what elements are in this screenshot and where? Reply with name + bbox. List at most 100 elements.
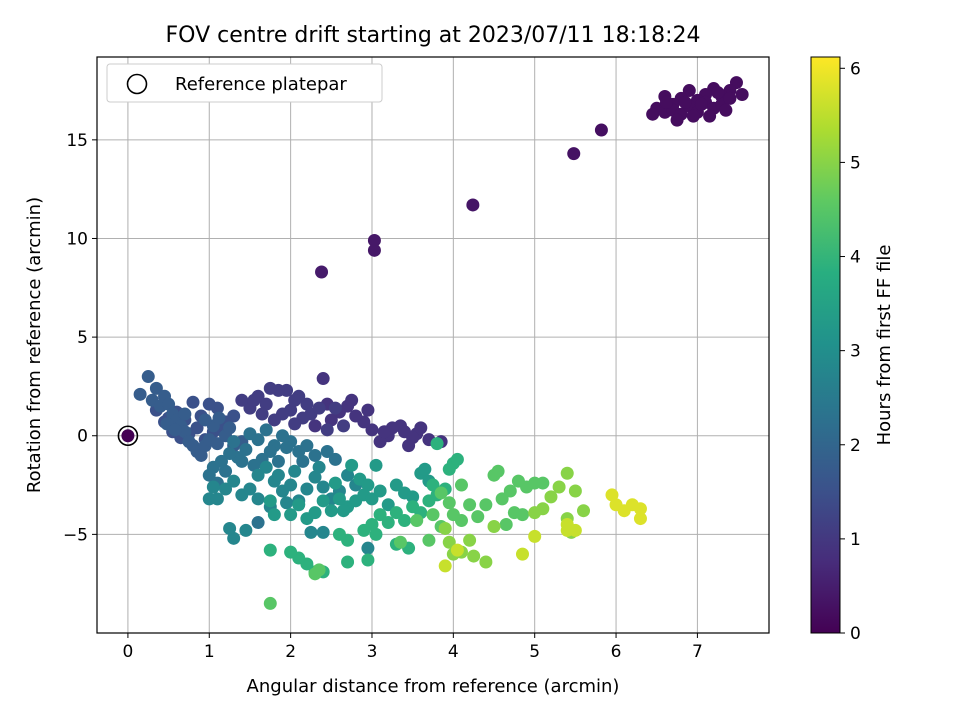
- legend-marker-icon: [126, 73, 148, 95]
- x-tick-label: 7: [692, 642, 703, 662]
- data-point: [308, 419, 322, 433]
- data-point: [406, 490, 420, 504]
- data-point: [479, 555, 493, 569]
- legend-box: [106, 63, 383, 103]
- data-point: [263, 381, 277, 395]
- data-point: [304, 525, 318, 539]
- data-point: [255, 407, 269, 421]
- data-point: [373, 435, 387, 449]
- data-point: [243, 482, 257, 496]
- data-point: [324, 504, 338, 518]
- colorbar-tick-label: 1: [850, 530, 861, 550]
- data-point: [292, 498, 306, 512]
- colorbar-tick-label: 5: [850, 153, 861, 173]
- x-axis-label: Angular distance from reference (arcmin): [247, 676, 620, 697]
- data-point: [219, 464, 233, 478]
- data-point: [308, 470, 322, 484]
- data-point: [300, 482, 314, 496]
- data-point: [271, 468, 285, 482]
- data-point: [345, 458, 359, 472]
- data-point: [491, 464, 505, 478]
- data-point: [198, 413, 212, 427]
- data-point: [328, 401, 342, 415]
- grid: [97, 57, 769, 633]
- data-point: [251, 433, 265, 447]
- legend-entry: Reference platepar: [175, 74, 347, 95]
- data-point: [605, 488, 619, 502]
- data-point: [434, 486, 448, 500]
- data-point: [259, 397, 273, 411]
- data-point: [426, 508, 440, 522]
- y-axis-ticks: −5 0 5 10 15: [63, 131, 97, 545]
- data-point: [438, 559, 452, 573]
- data-point: [686, 109, 700, 123]
- data-point: [515, 547, 529, 561]
- data-point: [194, 448, 208, 462]
- plot-background: [97, 57, 769, 633]
- data-point: [332, 527, 346, 541]
- data-point: [703, 109, 717, 123]
- data-point: [308, 448, 322, 462]
- data-point: [141, 370, 155, 384]
- data-point: [315, 265, 329, 279]
- data-point: [361, 541, 375, 555]
- data-point: [682, 84, 696, 98]
- data-point: [251, 516, 265, 530]
- data-point: [280, 441, 294, 455]
- data-point: [560, 466, 574, 480]
- colorbar-label: Hours from first FF file: [874, 245, 895, 446]
- data-point: [320, 423, 334, 437]
- y-axis-label: Rotation from reference (arcmin): [24, 197, 45, 493]
- data-point: [454, 514, 468, 528]
- data-point: [467, 549, 481, 563]
- data-point: [263, 543, 277, 557]
- data-point: [284, 508, 298, 522]
- data-point: [633, 502, 647, 516]
- data-point: [393, 535, 407, 549]
- x-tick-label: 0: [123, 642, 134, 662]
- data-point: [594, 123, 608, 137]
- data-point: [206, 480, 220, 494]
- data-point: [210, 492, 224, 506]
- data-point: [296, 454, 310, 468]
- data-point: [162, 397, 176, 411]
- data-point: [337, 504, 351, 518]
- legend: Reference platepar: [106, 63, 383, 103]
- colorbar-tick-label: 0: [850, 624, 861, 644]
- y-tick-label: 10: [66, 229, 88, 249]
- data-point: [552, 480, 566, 494]
- data-point: [369, 458, 383, 472]
- data-point: [466, 198, 480, 212]
- colorbar-tick-label: 2: [850, 436, 861, 456]
- data-point: [263, 494, 277, 508]
- data-point: [186, 395, 200, 409]
- data-point: [381, 498, 395, 512]
- x-tick-label: 3: [367, 642, 378, 662]
- data-point: [133, 387, 147, 401]
- data-point: [223, 446, 237, 460]
- data-point: [202, 397, 216, 411]
- data-point: [263, 445, 277, 459]
- y-tick-label: −5: [63, 525, 88, 545]
- data-point: [300, 397, 314, 411]
- data-point: [450, 543, 464, 557]
- data-point: [367, 233, 381, 247]
- data-point: [168, 423, 182, 437]
- data-point: [410, 514, 424, 528]
- data-point: [235, 393, 249, 407]
- data-point: [223, 421, 237, 435]
- data-point: [389, 478, 403, 492]
- data-points: [121, 76, 749, 610]
- data-point: [235, 454, 249, 468]
- data-point: [367, 243, 381, 257]
- data-point: [678, 95, 692, 109]
- data-point: [178, 407, 192, 421]
- data-point: [239, 523, 253, 537]
- data-point: [361, 553, 375, 567]
- data-point: [361, 478, 375, 492]
- data-point: [349, 409, 363, 423]
- data-point: [239, 443, 253, 457]
- data-point: [316, 372, 330, 386]
- data-point: [341, 468, 355, 482]
